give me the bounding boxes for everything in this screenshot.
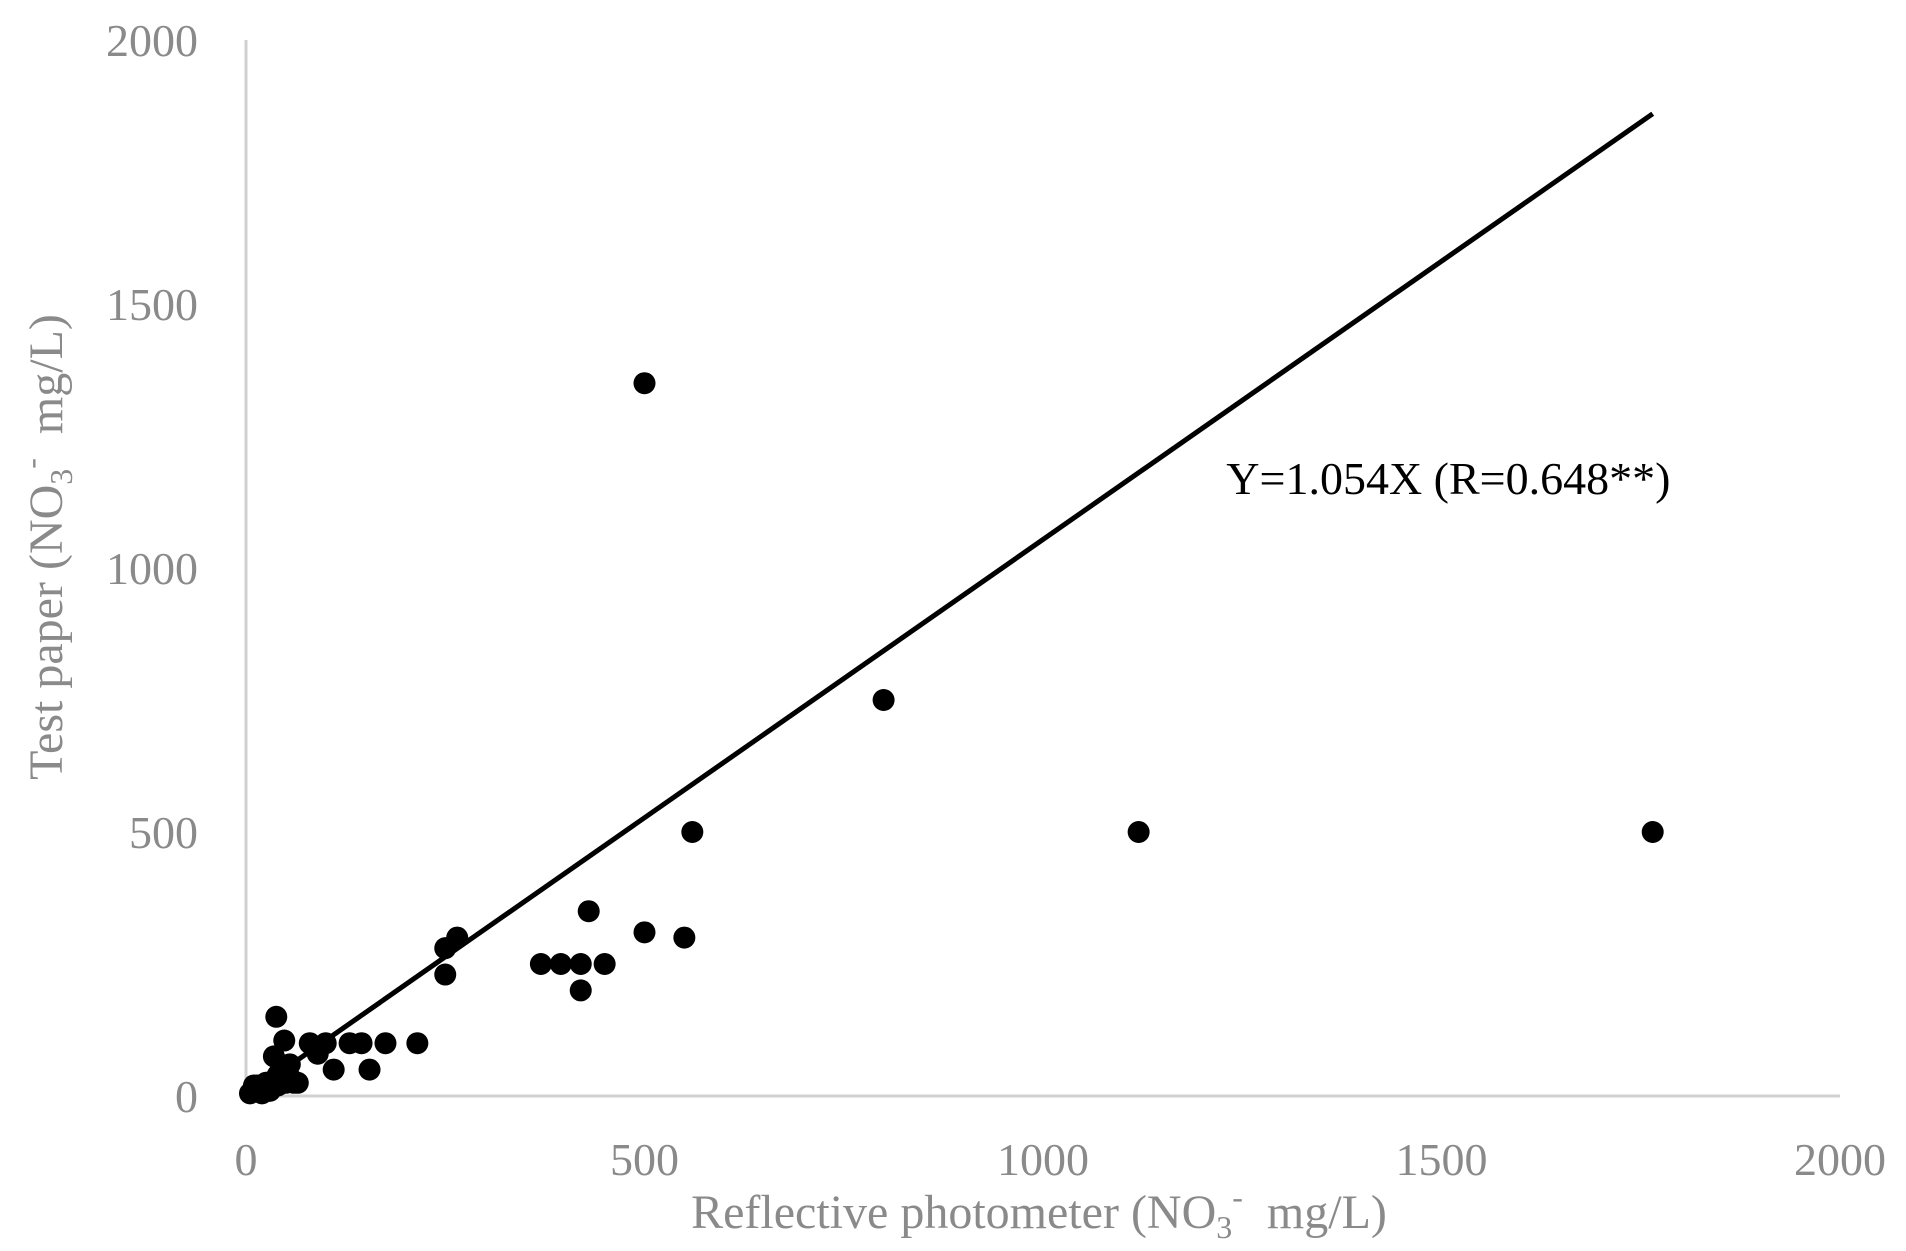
axes	[244, 40, 1840, 1098]
trendline	[244, 111, 1655, 1099]
y-tick-label: 0	[175, 1071, 198, 1122]
data-point	[350, 1032, 373, 1055]
data-point	[374, 1032, 397, 1055]
data-point	[872, 689, 895, 711]
data-point	[633, 921, 656, 944]
y-tick-label: 1000	[106, 543, 198, 594]
data-point	[1641, 821, 1664, 843]
x-axis-title: Reflective photometer (NO3- mg/L)	[691, 1179, 1387, 1245]
data-points	[238, 372, 1664, 1105]
x-tick-label: 1000	[997, 1134, 1089, 1185]
x-tick-label: 2000	[1794, 1134, 1886, 1185]
data-point	[529, 953, 552, 975]
tick-labels: 0 500 1000 1500 2000 0 500 1000 1500 2000	[106, 15, 1886, 1185]
data-point	[1127, 821, 1150, 843]
data-point	[278, 1053, 301, 1076]
data-point	[406, 1032, 429, 1055]
y-tick-label: 2000	[106, 15, 198, 66]
data-point	[633, 372, 656, 395]
data-point	[358, 1058, 381, 1081]
data-point	[569, 979, 592, 1002]
y-axis-title: Test paper (NO3- mg/L)	[13, 314, 79, 780]
data-point	[273, 1029, 296, 1052]
trendline-layer	[244, 111, 1655, 1099]
data-point	[593, 953, 616, 975]
data-point	[549, 953, 572, 975]
data-point	[569, 953, 592, 975]
y-tick-label: 500	[129, 807, 198, 858]
data-point	[322, 1058, 345, 1081]
regression-equation-label: Y=1.054X (R=0.648**)	[1226, 453, 1670, 504]
data-point	[314, 1032, 337, 1055]
x-tick-label: 500	[610, 1134, 679, 1185]
data-point	[446, 926, 469, 949]
x-tick-label: 0	[235, 1134, 258, 1185]
data-point	[673, 926, 696, 949]
data-point	[434, 963, 457, 986]
x-tick-label: 1500	[1396, 1134, 1488, 1185]
data-point	[265, 1005, 288, 1028]
y-tick-label: 1500	[106, 279, 198, 330]
data-point	[681, 821, 704, 843]
data-point	[577, 900, 600, 923]
